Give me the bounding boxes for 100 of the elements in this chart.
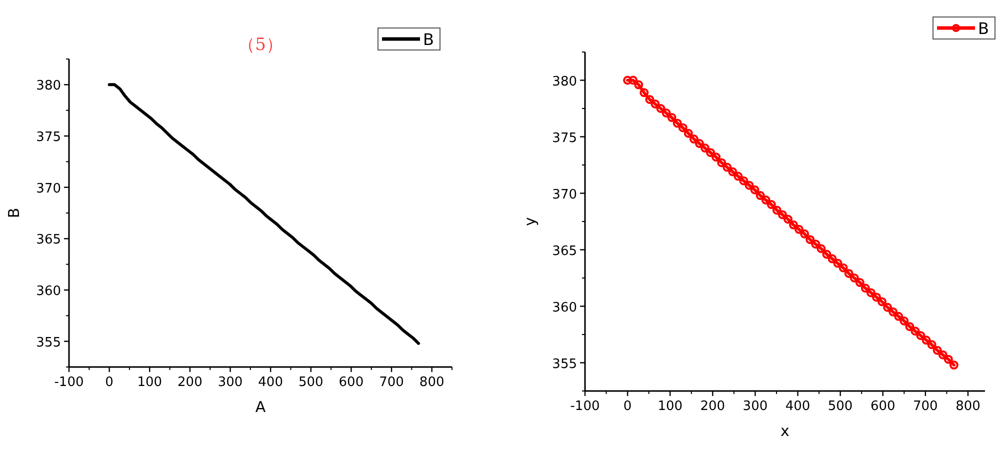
point [766, 200, 776, 210]
x-tick-label: 100 [137, 375, 162, 390]
point [722, 162, 732, 172]
point [756, 191, 765, 200]
y-tick-label: 355 [36, 335, 61, 350]
point [634, 80, 644, 90]
point [694, 139, 704, 148]
point [806, 235, 815, 244]
x-tick-label: 800 [419, 375, 444, 390]
point [905, 322, 914, 332]
point [872, 292, 881, 302]
point [860, 284, 870, 293]
x-tick-label: 100 [658, 399, 683, 414]
point [878, 297, 887, 306]
point [744, 180, 754, 190]
x-tick-label: 800 [956, 399, 980, 414]
legend-label: B [978, 19, 989, 38]
y-tick-label: 370 [552, 187, 577, 202]
x-tick-label: 700 [913, 399, 938, 414]
y-tick-label: 360 [552, 300, 577, 316]
point [922, 336, 931, 345]
point [932, 346, 942, 355]
point [794, 224, 804, 234]
point [844, 268, 854, 278]
x-tick-label: -100 [54, 375, 84, 390]
point [916, 331, 926, 340]
point [640, 88, 649, 98]
point [910, 326, 920, 336]
point [667, 113, 676, 122]
point [739, 176, 748, 186]
point [700, 144, 710, 153]
x-tick-label: 400 [258, 375, 283, 390]
y-tick-label: 365 [552, 244, 577, 259]
point [650, 99, 660, 108]
x-tick-label: 600 [338, 375, 364, 390]
point [645, 94, 654, 104]
x-tick-label: 200 [178, 375, 202, 390]
point [833, 258, 842, 268]
point [888, 307, 898, 316]
x-tick-label: 0 [105, 375, 114, 390]
point [927, 340, 936, 350]
point [750, 185, 760, 194]
x-tick-label: 300 [742, 399, 768, 414]
point [816, 244, 826, 254]
point [706, 148, 716, 158]
legend-label: B [423, 30, 434, 49]
x-tick-label: 0 [623, 399, 632, 414]
point [949, 360, 958, 370]
point [672, 118, 682, 128]
point [656, 104, 666, 113]
x-tick-label: 200 [700, 399, 726, 414]
y-tick-label: 380 [36, 78, 61, 94]
legend: B [932, 16, 996, 40]
y-tick-label: 370 [36, 181, 61, 196]
point [900, 316, 909, 326]
x-tick-label: 700 [379, 375, 404, 390]
point [850, 274, 859, 282]
x-tick-label: 300 [218, 375, 243, 390]
x-tick-label: 500 [828, 399, 853, 414]
point [783, 214, 792, 224]
point [717, 158, 726, 168]
point [883, 302, 892, 312]
point [712, 152, 721, 162]
y-tick-label: 360 [36, 284, 61, 299]
y-tick-label: 355 [552, 356, 577, 372]
x-tick-label: -100 [570, 399, 600, 414]
chart-title: （5） [238, 35, 283, 55]
point [772, 206, 782, 215]
x-tick-label: 500 [298, 375, 324, 390]
x-tick-label: 600 [870, 399, 896, 414]
point [822, 250, 832, 259]
point [800, 229, 810, 238]
y-axis-title: B [5, 208, 23, 218]
point [689, 134, 698, 144]
point [828, 254, 837, 264]
point [938, 350, 948, 360]
legend: B [378, 28, 440, 50]
point [778, 210, 787, 220]
point [838, 263, 848, 272]
point [678, 123, 688, 132]
y-axis-title: y [521, 216, 539, 226]
x-tick-label: 400 [785, 399, 810, 414]
x-axis-title: A [255, 398, 266, 416]
point [866, 288, 876, 298]
point [623, 76, 632, 85]
point [728, 167, 738, 176]
point [789, 220, 798, 230]
point [684, 128, 693, 138]
point [761, 196, 770, 205]
y-tick-label: 375 [552, 130, 577, 146]
y-tick-label: 375 [36, 130, 61, 145]
x-axis-title: x [780, 422, 790, 440]
point [811, 240, 820, 249]
point [944, 354, 953, 364]
point [894, 312, 904, 321]
point [855, 278, 864, 288]
point [734, 172, 743, 181]
y-tick-label: 380 [552, 74, 577, 90]
point [628, 76, 638, 85]
point [662, 108, 671, 118]
